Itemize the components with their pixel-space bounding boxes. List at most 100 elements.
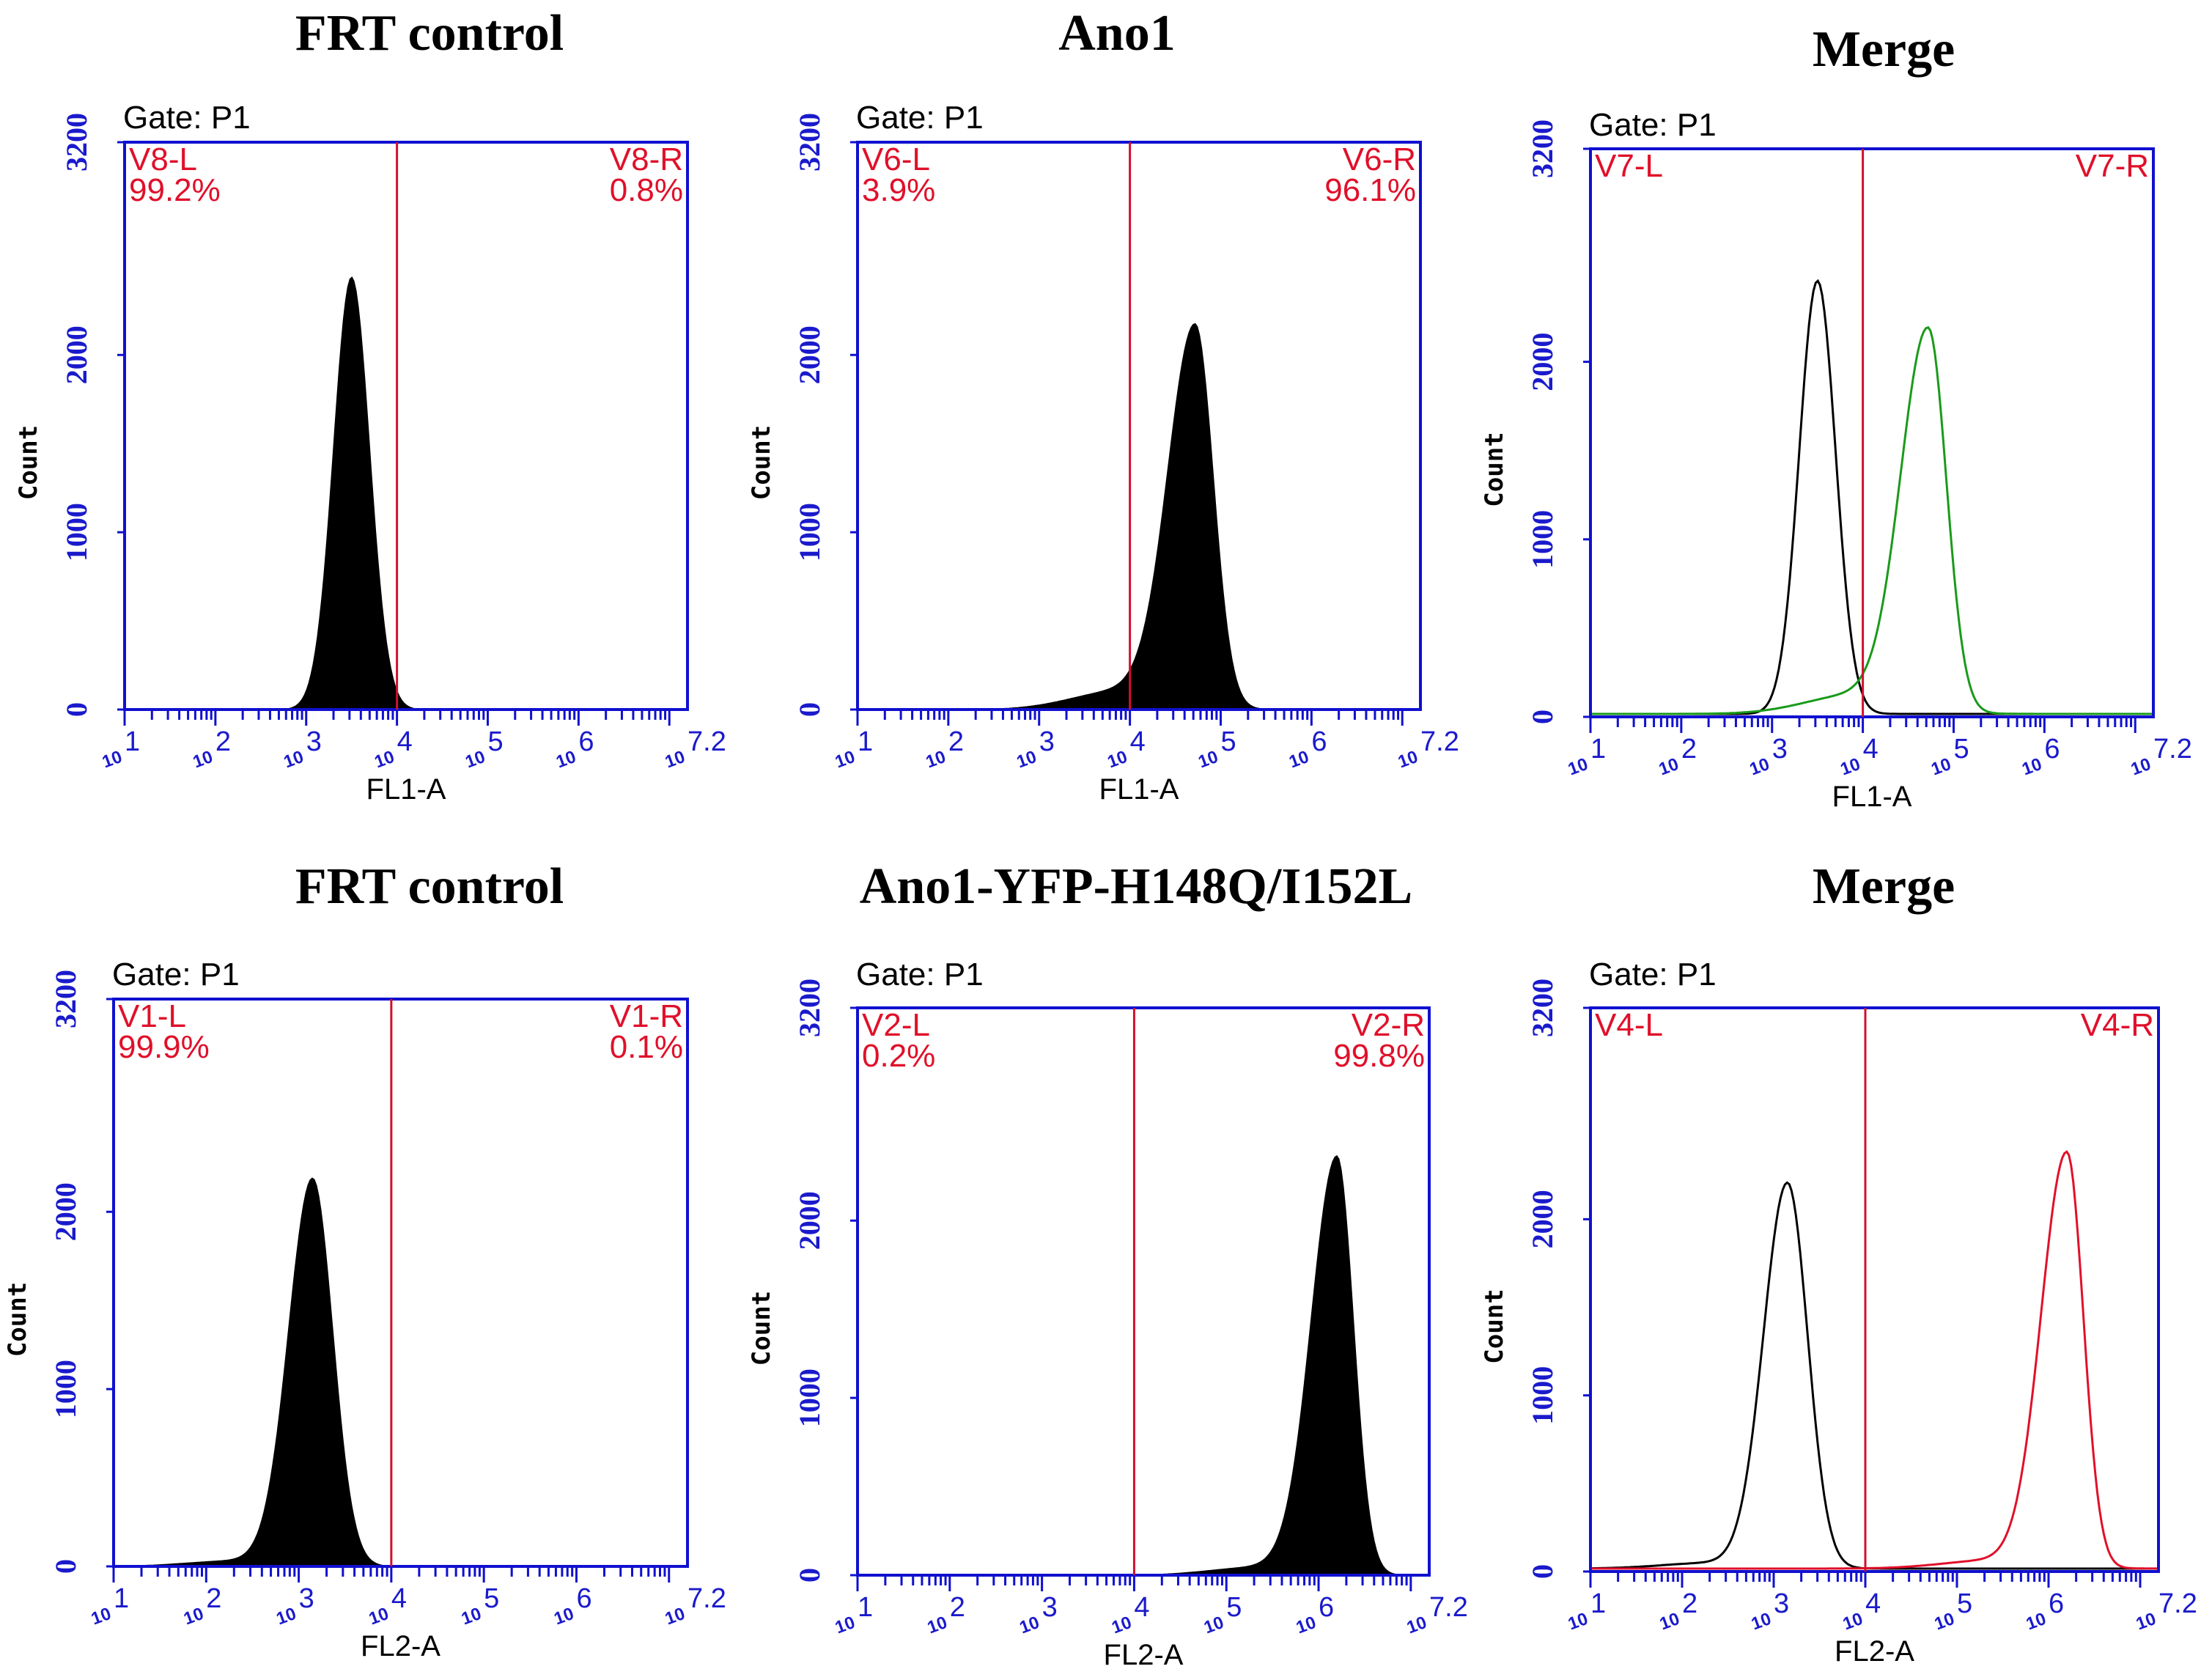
x-tick-base: 10 [663, 1604, 687, 1629]
x-tick-base: 10 [1109, 1613, 1134, 1638]
x-tick-base: 10 [462, 747, 487, 773]
x-axis-label: FL1-A [1099, 773, 1179, 806]
region-left-percent: 3.9% [862, 172, 935, 208]
region-right-percent: 0.8% [610, 172, 683, 208]
y-axis-label: Count [1480, 1289, 1509, 1363]
x-tick-exponent: 2 [950, 1592, 965, 1623]
panel-6: Merge Gate: P1 V4-L V4-R 0 1000 2000 3200 Count 1… [1480, 858, 2197, 1668]
x-tick-base: 10 [1294, 1613, 1319, 1638]
x-tick-exponent: 4 [1134, 1592, 1149, 1623]
panel-1: FRT control Gate: P1 V8-L99.2% V8-R0.8% 0 100… [14, 5, 726, 806]
x-tick-exponent: 1 [114, 1583, 129, 1614]
x-tick-base: 10 [2019, 754, 2044, 780]
region-left-percent: 0.2% [862, 1038, 935, 1074]
histogram-series-1 [858, 323, 1420, 710]
x-tick-exponent: 7.2 [2153, 734, 2192, 765]
region-left-name: V4-L [1595, 1007, 1663, 1043]
y-tick-label: 2000 [60, 325, 93, 384]
region-right-percent: 99.8% [1333, 1038, 1425, 1074]
x-tick-exponent: 3 [299, 1583, 314, 1614]
x-tick-base: 10 [1747, 754, 1772, 780]
x-tick-base: 10 [551, 1604, 576, 1629]
x-tick-base: 10 [366, 1604, 391, 1629]
panel-5: Ano1-YFP-H148Q/I152L Gate: P1 V2-L0.2% V2-R… [747, 858, 1468, 1671]
x-tick-exponent: 7.2 [687, 726, 726, 757]
x-tick-exponent: 7.2 [1429, 1592, 1468, 1623]
x-tick-base: 10 [1195, 747, 1220, 773]
y-tick-label: 0 [49, 1559, 82, 1574]
x-tick-base: 10 [1105, 747, 1129, 773]
x-tick-base: 10 [2134, 1609, 2158, 1635]
histogram-series-1 [113, 1177, 687, 1567]
x-tick-base: 10 [1017, 1613, 1041, 1638]
x-tick-exponent: 1 [1590, 734, 1606, 765]
x-tick-base: 10 [181, 1604, 206, 1629]
region-left-percent: 99.9% [118, 1029, 210, 1065]
histogram-series-1 [125, 276, 687, 710]
x-tick-base: 10 [2128, 754, 2153, 780]
panel-title: FRT control [295, 5, 564, 62]
y-tick-label: 3200 [1526, 119, 1559, 178]
x-tick-base: 10 [923, 747, 948, 773]
y-axis-label: Count [14, 425, 43, 500]
x-axis-label: FL2-A [1835, 1635, 1914, 1668]
x-tick-base: 10 [372, 747, 397, 773]
y-tick-label: 0 [60, 702, 93, 717]
x-axis-label: FL1-A [366, 773, 446, 806]
x-tick-base: 10 [1837, 754, 1862, 780]
x-tick-base: 10 [459, 1604, 484, 1629]
x-tick-base: 10 [833, 1613, 858, 1638]
x-tick-base: 10 [1656, 754, 1681, 780]
plot-frame [123, 141, 689, 711]
x-tick-exponent: 2 [1681, 734, 1697, 765]
x-tick-base: 10 [281, 747, 306, 773]
y-tick-label: 0 [1526, 710, 1559, 724]
y-tick-label: 3200 [793, 979, 826, 1037]
x-tick-exponent: 4 [397, 726, 413, 757]
region-right-name: V7-R [2076, 148, 2149, 184]
y-tick-label: 1000 [793, 1368, 826, 1427]
y-axis-label: Count [3, 1282, 32, 1357]
plot-frame [112, 998, 689, 1568]
x-tick-exponent: 3 [1039, 726, 1055, 757]
y-tick-label: 1000 [1526, 1366, 1559, 1425]
panel-title: Ano1 [1058, 5, 1175, 62]
x-tick-base: 10 [1201, 1613, 1226, 1638]
region-right-percent: 96.1% [1324, 172, 1416, 208]
y-tick-label: 1000 [1526, 510, 1559, 569]
y-tick-label: 2000 [793, 1191, 826, 1250]
x-tick-base: 10 [1657, 1609, 1682, 1635]
y-tick-label: 3200 [60, 113, 93, 172]
x-tick-base: 10 [1396, 747, 1420, 773]
x-tick-exponent: 1 [1590, 1588, 1606, 1619]
x-tick-base: 10 [833, 747, 858, 773]
region-left-name: V6-L [862, 141, 930, 177]
y-tick-label: 0 [793, 1568, 826, 1583]
region-left-name: V7-L [1595, 148, 1663, 184]
x-tick-base: 10 [1840, 1609, 1865, 1635]
x-tick-exponent: 3 [306, 726, 322, 757]
x-tick-exponent: 6 [1311, 726, 1327, 757]
x-axis-label: FL2-A [1104, 1639, 1184, 1671]
y-tick-label: 1000 [793, 503, 826, 561]
region-right-name: V8-R [610, 141, 683, 177]
x-tick-exponent: 5 [1953, 734, 1969, 765]
x-tick-exponent: 6 [576, 1583, 591, 1614]
region-right-percent: 0.1% [610, 1029, 683, 1065]
gate-label: Gate: P1 [1589, 957, 1717, 992]
x-tick-exponent: 4 [1863, 734, 1879, 765]
y-axis-label: Count [747, 1291, 776, 1366]
y-tick-label: 2000 [793, 325, 826, 384]
y-tick-label: 3200 [49, 970, 82, 1028]
panel-3: Merge Gate: P1 V7-L V7-R 0 1000 2000 3200 Count 1… [1480, 21, 2192, 813]
x-tick-exponent: 5 [1220, 726, 1236, 757]
x-tick-base: 10 [2024, 1609, 2049, 1635]
x-tick-base: 10 [1286, 747, 1311, 773]
x-tick-base: 10 [663, 747, 687, 773]
plot-frame [1589, 1006, 2160, 1573]
x-tick-exponent: 5 [1957, 1588, 1972, 1619]
x-tick-exponent: 1 [858, 1592, 873, 1623]
x-tick-exponent: 7.2 [1420, 726, 1459, 757]
histogram-series-1 [858, 1154, 1430, 1576]
